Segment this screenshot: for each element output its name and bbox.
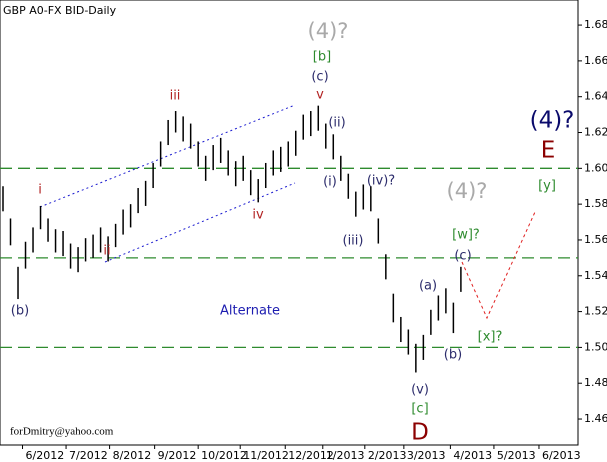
x-tick-label: 4/2013 [453, 449, 492, 462]
annotation: [b] [313, 50, 331, 65]
y-tick-label: 1.60 [584, 161, 607, 174]
annotation: iv [252, 208, 264, 223]
bars [2, 105, 462, 373]
y-tick-label: 1.62 [584, 126, 607, 139]
y-tick-label: 1.68 [584, 18, 607, 31]
x-tick-label: 8/2012 [113, 449, 152, 462]
x-tick-label: 1/2013 [326, 449, 365, 462]
channel-line [104, 182, 296, 263]
grid [0, 167, 578, 349]
projection-line [461, 211, 536, 320]
annotation: (ii) [328, 116, 345, 131]
y-tick-label: 1.48 [584, 376, 607, 389]
x-tick-label: 12/2012 [288, 449, 334, 462]
annotation: (4)? [447, 179, 488, 203]
footer: forDmitry@yahoo.com [10, 426, 114, 438]
x-tick-label: 5/2013 [497, 449, 536, 462]
x-tick-label: 10/2012 [201, 449, 247, 462]
plot-frame [0, 0, 579, 446]
annotation: D [411, 420, 429, 446]
annotation: (c) [311, 70, 328, 85]
channel-line [39, 104, 296, 208]
annotation: (b) [444, 348, 462, 363]
y-tick-label: 1.66 [584, 54, 607, 67]
y-tick-label: 1.52 [584, 305, 607, 318]
x-tick-label: 2/2013 [368, 449, 407, 462]
y-tick-label: 1.58 [584, 197, 607, 210]
y-tick-label: 1.54 [584, 269, 607, 282]
annotation: [w]? [452, 228, 480, 243]
chart-title: GBP A0-FX BID-Daily [3, 4, 117, 17]
annotation: (c) [454, 249, 471, 264]
x-tick-label: 3/2013 [407, 449, 446, 462]
annotation: [x]? [478, 330, 503, 345]
annotation: (a) [419, 279, 437, 294]
y-tick-label: 1.64 [584, 90, 607, 103]
annotation: E [541, 138, 556, 164]
x-tick-label: 9/2012 [158, 449, 197, 462]
annotation: ii [103, 244, 110, 259]
annotation: (iv)? [367, 174, 395, 189]
x-tick-label: 6/2012 [26, 449, 65, 462]
annotation: v [316, 88, 324, 103]
annotation: (b) [11, 304, 29, 319]
annotation: (i) [323, 175, 337, 190]
annotation: i [38, 183, 42, 198]
annotation: Alternate [220, 304, 280, 319]
x-tick-label: 6/2013 [542, 449, 581, 462]
annotation: [c] [411, 402, 428, 417]
y-tick-label: 1.56 [584, 233, 607, 246]
annotation: (4)? [308, 19, 349, 43]
y-tick-label: 1.46 [584, 412, 607, 425]
annotation: (4)? [530, 108, 575, 134]
x-tick-label: 11/2012 [243, 449, 289, 462]
annotation: (v) [411, 383, 429, 398]
annotation: iii [170, 89, 181, 104]
y-tick-label: 1.50 [584, 340, 607, 353]
annotation: [y] [538, 179, 556, 194]
annotations: (4)? [b] (c) v (ii) iii i ii iv (i) (iv)… [11, 19, 575, 446]
annotation: (iii) [343, 234, 364, 249]
x-tick-label: 7/2012 [69, 449, 108, 462]
